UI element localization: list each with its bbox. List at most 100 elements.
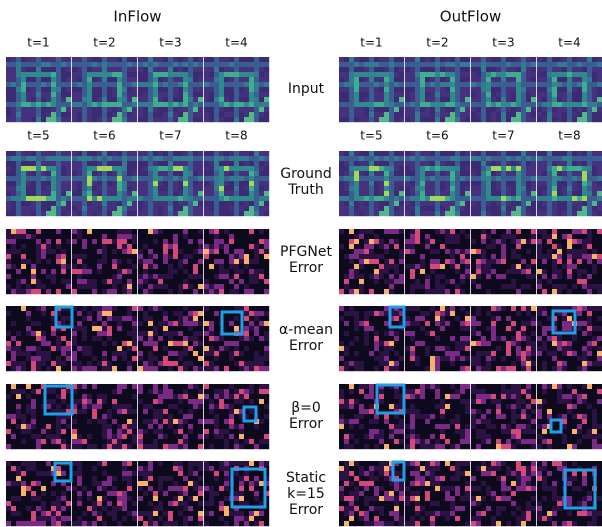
- heatmap-cell: [72, 92, 78, 98]
- heatmap-cell: [359, 306, 365, 312]
- heatmap-cell: [51, 259, 57, 265]
- heatmap-cell: [476, 117, 482, 123]
- heatmap-cell: [562, 57, 568, 63]
- heatmap-cell: [374, 82, 380, 88]
- heatmap-cell: [369, 67, 375, 73]
- heatmap-cell: [552, 151, 558, 157]
- heatmap-cell: [359, 326, 365, 332]
- heatmap-cell: [56, 264, 62, 270]
- heatmap-cell: [364, 166, 370, 172]
- heatmap-cell: [36, 244, 42, 250]
- heatmap-tile: [72, 229, 138, 295]
- heatmap-cell: [183, 67, 189, 73]
- heatmap-cell: [51, 82, 57, 88]
- heatmap-cell: [264, 161, 270, 167]
- heatmap-cell: [122, 102, 128, 108]
- heatmap-cell: [229, 156, 235, 162]
- heatmap-cell: [430, 92, 436, 98]
- heatmap-cell: [384, 269, 390, 275]
- heatmap-cell: [455, 239, 461, 245]
- heatmap-cell: [364, 151, 370, 157]
- heatmap-cell: [61, 191, 67, 197]
- heatmap-cell: [66, 151, 72, 157]
- heatmap-cell: [31, 274, 37, 280]
- heatmap-cell: [97, 254, 103, 260]
- heatmap-cell: [16, 166, 22, 172]
- heatmap-cell: [394, 239, 400, 245]
- heatmap-cell: [21, 326, 27, 332]
- heatmap-cell: [6, 326, 12, 332]
- heatmap-cell: [537, 229, 543, 235]
- heatmap-cell: [6, 289, 12, 295]
- heatmap-cell: [577, 176, 583, 182]
- heatmap-cell: [359, 289, 365, 295]
- heatmap-cell: [183, 331, 189, 337]
- heatmap-cell: [592, 161, 598, 167]
- heatmap-cell: [72, 102, 78, 108]
- heatmap-cell: [204, 112, 210, 118]
- heatmap-cell: [41, 87, 47, 93]
- heatmap-cell: [204, 361, 210, 367]
- heatmap-cell: [562, 186, 568, 192]
- heatmap-cell: [193, 311, 199, 317]
- heatmap-cell: [531, 161, 537, 167]
- heatmap-cell: [178, 259, 184, 265]
- heatmap-cell: [11, 356, 17, 362]
- heatmap-cell: [36, 259, 42, 265]
- heatmap-cell: [249, 97, 255, 103]
- heatmap-cell: [214, 206, 220, 212]
- heatmap-cell: [188, 321, 194, 327]
- heatmap-cell: [501, 102, 507, 108]
- heatmap-cell: [364, 279, 370, 285]
- heatmap-cell: [384, 351, 390, 357]
- heatmap-cell: [244, 92, 250, 98]
- heatmap-cell: [537, 77, 543, 83]
- heatmap-tile: [72, 151, 138, 217]
- heatmap-cell: [204, 87, 210, 93]
- heatmap-cell: [506, 206, 512, 212]
- heatmap-cell: [36, 186, 42, 192]
- heatmap-cell: [107, 87, 113, 93]
- heatmap-cell: [481, 254, 487, 260]
- heatmap-cell: [178, 57, 184, 63]
- heatmap-cell: [229, 171, 235, 177]
- heatmap-cell: [511, 279, 517, 285]
- heatmap-cell: [354, 264, 360, 270]
- heatmap-cell: [204, 326, 210, 332]
- heatmap-cell: [506, 181, 512, 187]
- heatmap-cell: [77, 191, 83, 197]
- heatmap-cell: [46, 229, 52, 235]
- heatmap-cell: [112, 72, 118, 78]
- heatmap-cell: [6, 77, 12, 83]
- heatmap-cell: [143, 186, 149, 192]
- heatmap-cell: [339, 102, 345, 108]
- heatmap-cell: [364, 259, 370, 265]
- heatmap-cell: [249, 234, 255, 240]
- heatmap-cell: [204, 171, 210, 177]
- heatmap-cell: [254, 176, 260, 182]
- heatmap-cell: [153, 191, 159, 197]
- heatmap-cell: [405, 274, 411, 280]
- heatmap-cell: [394, 97, 400, 103]
- heatmap-cell: [224, 239, 230, 245]
- heatmap-cell: [229, 316, 235, 322]
- heatmap-cell: [92, 166, 98, 172]
- heatmap-cell: [102, 239, 108, 245]
- heatmap-cell: [229, 107, 235, 113]
- heatmap-cell: [11, 274, 17, 280]
- heatmap-cell: [445, 259, 451, 265]
- heatmap-cell: [72, 77, 78, 83]
- heatmap-cell: [66, 97, 72, 103]
- heatmap-cell: [264, 336, 270, 342]
- heatmap-cell: [82, 211, 88, 217]
- heatmap-cell: [72, 264, 78, 270]
- heatmap-cell: [577, 264, 583, 270]
- heatmap-cell: [592, 191, 598, 197]
- heatmap-cell: [364, 107, 370, 113]
- heatmap-cell: [122, 284, 128, 290]
- heatmap-cell: [542, 234, 548, 240]
- heatmap-cell: [506, 254, 512, 260]
- heatmap-tile: [138, 229, 204, 295]
- heatmap-cell: [389, 211, 395, 217]
- heatmap-cell: [450, 206, 456, 212]
